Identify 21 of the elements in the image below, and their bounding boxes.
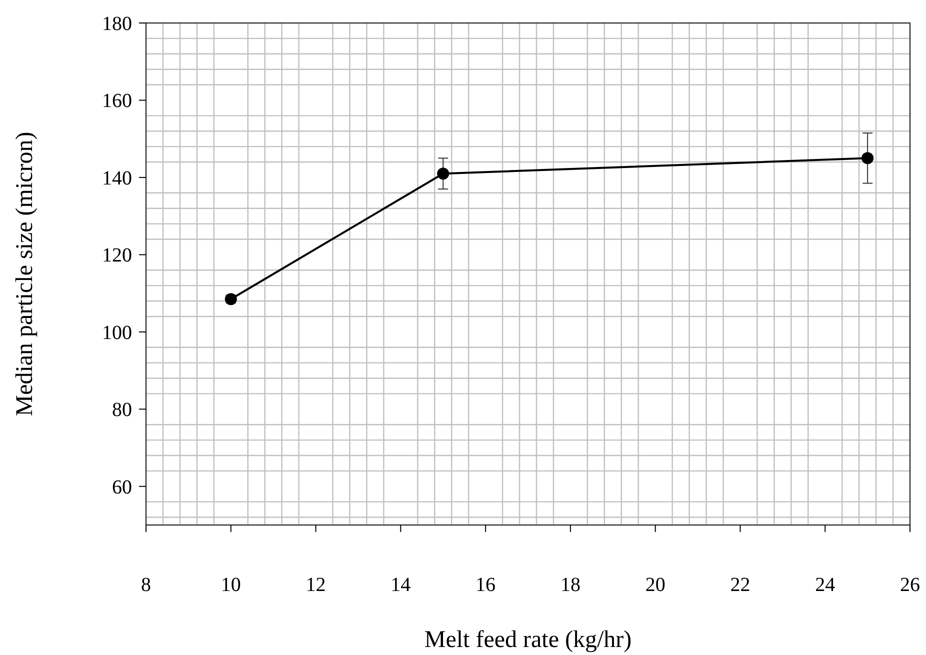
x-tick-label: 16 xyxy=(476,574,496,596)
y-tick-label: 100 xyxy=(102,322,132,344)
y-tick-label: 180 xyxy=(102,13,132,35)
y-tick-label: 80 xyxy=(112,399,132,422)
point xyxy=(437,168,450,180)
x-tick-label: 26 xyxy=(900,574,920,596)
x-tick-label: 8 xyxy=(141,574,151,596)
y-tick-label: 120 xyxy=(102,244,132,267)
y-tick-label: 160 xyxy=(102,90,132,112)
y-axis-title: Median particle size (micron) xyxy=(12,132,38,416)
x-tick-label: 22 xyxy=(730,574,750,596)
x-tick-label: 24 xyxy=(815,574,836,596)
x-axis-title: Melt feed rate (kg/hr) xyxy=(424,627,632,653)
x-tick-label: 18 xyxy=(560,574,580,596)
x-tick-label: 20 xyxy=(645,574,666,596)
x-tick-label: 10 xyxy=(220,574,241,596)
y-tick-label: 60 xyxy=(112,476,132,498)
x-tick-label: 12 xyxy=(306,574,326,596)
y-tick-label: 140 xyxy=(102,167,132,190)
point xyxy=(862,152,874,164)
x-tick-label: 14 xyxy=(390,574,411,596)
